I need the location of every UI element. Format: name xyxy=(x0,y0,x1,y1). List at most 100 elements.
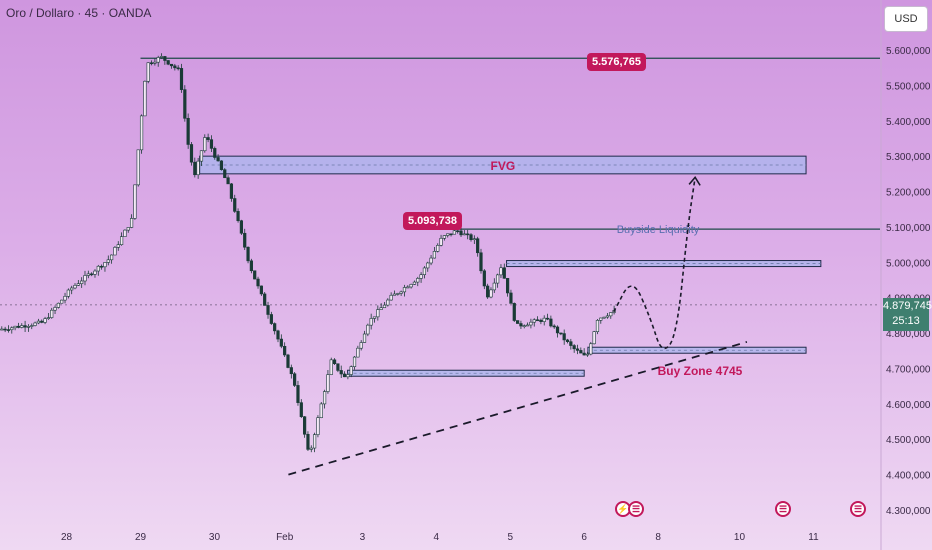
candle-body xyxy=(166,60,170,65)
x-tick-label: 11 xyxy=(808,532,819,543)
candle-body xyxy=(482,270,486,287)
candle-body xyxy=(332,359,337,365)
candle-body xyxy=(356,347,360,358)
candle-body xyxy=(196,160,200,176)
candle-body xyxy=(90,273,94,276)
candle-body xyxy=(462,233,466,236)
candle-body xyxy=(6,329,11,331)
candle-body xyxy=(402,287,407,293)
flag-event-icon[interactable]: ☰ xyxy=(775,501,791,517)
candle-body xyxy=(206,137,210,140)
candle-body xyxy=(422,267,427,275)
candle-body xyxy=(263,293,267,306)
candle-body xyxy=(236,211,240,222)
currency-button[interactable]: USD xyxy=(884,6,928,32)
candle-body xyxy=(469,234,473,240)
candle-body xyxy=(143,80,147,117)
candle-body xyxy=(582,352,586,356)
candle-body xyxy=(512,303,516,321)
candle-body xyxy=(386,299,390,306)
candle-body xyxy=(273,323,277,332)
candle-body xyxy=(322,391,327,405)
candle-body xyxy=(113,247,117,256)
candle-body xyxy=(442,235,446,239)
candle-body xyxy=(389,294,393,301)
candle-body xyxy=(193,161,197,176)
candle-body xyxy=(10,327,14,331)
candle-body xyxy=(313,434,317,449)
candle-body xyxy=(50,309,54,318)
x-tick-label: 5 xyxy=(507,532,513,543)
candle-body xyxy=(216,157,220,162)
fvg-label: FVG xyxy=(491,159,516,173)
candle-body xyxy=(100,265,104,268)
symbol-title: Oro / Dollaro · 45 · OANDA xyxy=(6,6,152,20)
flag-event-icon[interactable]: ☰ xyxy=(628,501,644,517)
candle-body xyxy=(203,137,207,152)
candle-body xyxy=(186,117,190,145)
x-tick-label: 10 xyxy=(734,532,746,543)
x-tick-label: 30 xyxy=(209,532,221,543)
candle-body xyxy=(539,319,543,322)
candle-body xyxy=(153,61,157,64)
candle-body xyxy=(436,245,440,252)
buy-zone-label: Buy Zone 4745 xyxy=(658,364,743,378)
candle-body xyxy=(246,246,250,262)
candle-body xyxy=(276,330,280,340)
y-tick-label: 5.600,000 xyxy=(886,46,931,57)
candle-body xyxy=(129,218,134,228)
candle-body xyxy=(372,316,377,319)
high-level-tag: 5.576,765 xyxy=(587,53,646,71)
liquidity-level-tag: 5.093,738 xyxy=(403,212,462,230)
candle-body xyxy=(229,183,234,199)
projection-path xyxy=(613,177,696,350)
candle-body xyxy=(266,305,270,315)
candle-body xyxy=(486,285,490,298)
candle-body xyxy=(146,62,150,82)
candle-body xyxy=(426,262,430,269)
candle-body xyxy=(562,333,566,341)
projection-arrowhead xyxy=(688,176,701,186)
candle-body xyxy=(306,433,310,450)
candle-body xyxy=(116,244,120,248)
candle-body xyxy=(316,417,320,435)
candle-body xyxy=(492,282,496,291)
candle-body xyxy=(239,220,243,234)
candle-body xyxy=(33,322,37,326)
candle-body xyxy=(249,260,253,272)
candle-body xyxy=(572,345,576,350)
y-tick-label: 4.700,000 xyxy=(886,364,931,375)
candle-body xyxy=(472,238,476,241)
candle-body xyxy=(449,233,453,236)
flag-event-icon[interactable]: ☰ xyxy=(850,501,866,517)
candle-body xyxy=(106,259,110,263)
candle-body xyxy=(555,326,560,334)
candle-body xyxy=(209,139,214,149)
current-price-value: 4.879,745 xyxy=(883,300,932,312)
candle-body xyxy=(599,317,603,321)
candle-body xyxy=(605,315,610,318)
candle-body xyxy=(589,343,593,355)
candle-body xyxy=(366,324,370,335)
candle-body xyxy=(409,284,413,288)
candle-body xyxy=(542,317,546,322)
candle-body xyxy=(269,314,273,324)
candle-body xyxy=(476,238,480,254)
candle-body xyxy=(446,233,450,236)
candle-body xyxy=(13,325,17,329)
candle-body xyxy=(432,251,437,259)
candle-body xyxy=(219,160,224,170)
candle-body xyxy=(549,318,553,327)
candle-body xyxy=(110,254,114,261)
candle-body xyxy=(326,374,330,392)
y-tick-label: 5.000,000 xyxy=(886,258,931,269)
candle-body xyxy=(456,230,460,233)
candle-body xyxy=(329,359,333,375)
candle-body xyxy=(559,332,563,335)
candle-body xyxy=(459,230,463,236)
candle-body xyxy=(223,169,227,179)
x-tick-label: 29 xyxy=(135,532,147,543)
x-tick-label: Feb xyxy=(276,532,294,543)
candle-body xyxy=(499,267,503,276)
